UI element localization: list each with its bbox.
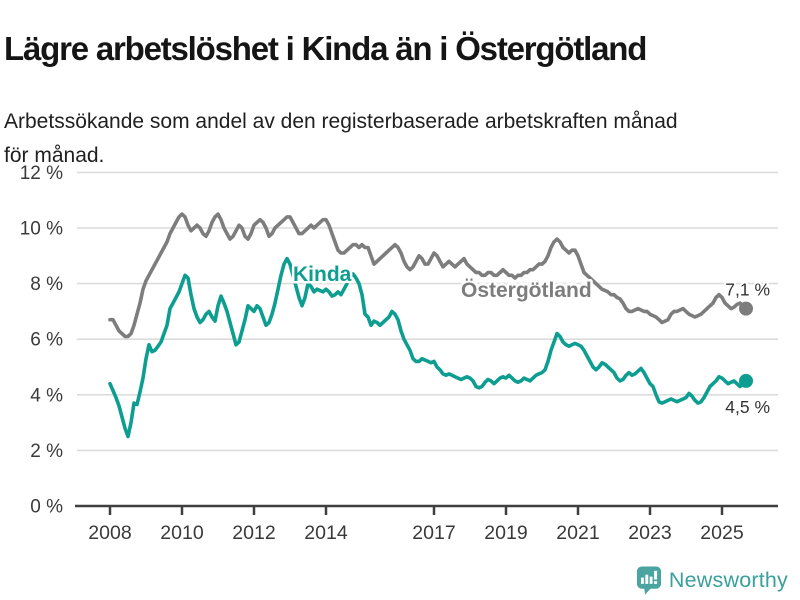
x-tick-label: 2010 — [160, 522, 204, 544]
end-value-label-ostergotland: 7,1 % — [725, 280, 770, 300]
x-tick-label: 2025 — [700, 522, 744, 544]
y-tick-label: 0 % — [30, 497, 63, 518]
y-tick-label: 12 % — [20, 163, 63, 184]
end-value-label-kinda: 4,5 % — [725, 397, 770, 417]
exclamation-stem — [653, 570, 657, 580]
series-end-dot-kinda — [739, 373, 753, 388]
y-tick-label: 4 % — [30, 385, 63, 406]
series-end-dot-ostergotland — [739, 301, 753, 316]
chart-subtitle: Arbetssökande som andel av den registerb… — [4, 110, 678, 167]
newsworthy-logo-text: Newsworthy — [668, 567, 788, 592]
chart-canvas: 0 % 2 % 4 % 6 % 8 % 10 % 12 % 2008 2010 2012 2014 2… — [20, 163, 778, 544]
x-tick-label: 2019 — [484, 522, 527, 544]
line-chart: 0 % 2 % 4 % 6 % 8 % 10 % 12 % 2008 2010 2012 2014 2… — [0, 158, 800, 548]
y-tick-label: 8 % — [30, 274, 63, 295]
series-line-kinda — [108, 256, 748, 439]
x-tick-label: 2023 — [628, 522, 671, 544]
x-tick-label: 2017 — [412, 522, 455, 544]
exclamation-dot — [653, 580, 657, 584]
x-tick-label: 2021 — [556, 522, 599, 544]
series-line-ostergotland — [108, 212, 748, 339]
x-tick-label: 2008 — [88, 522, 131, 544]
bar-3 — [649, 576, 653, 584]
speech-bubble-shape — [636, 566, 661, 595]
series-label-kinda: Kinda — [293, 263, 352, 286]
y-tick-label: 2 % — [30, 441, 63, 462]
y-tick-label: 10 % — [20, 219, 63, 240]
newsworthy-logo-icon — [636, 566, 661, 595]
y-tick-label: 6 % — [30, 330, 63, 351]
newsworthy-logo: Newsworthy — [635, 563, 788, 597]
bar-2 — [645, 574, 649, 584]
bar-1 — [640, 577, 644, 584]
x-tick-label: 2012 — [232, 522, 275, 544]
series-label-ostergotland: Östergötland — [461, 279, 592, 302]
x-tick-label: 2014 — [304, 522, 348, 544]
page-title: Lägre arbetslöshet i Kinda än i Östergöt… — [4, 30, 647, 68]
